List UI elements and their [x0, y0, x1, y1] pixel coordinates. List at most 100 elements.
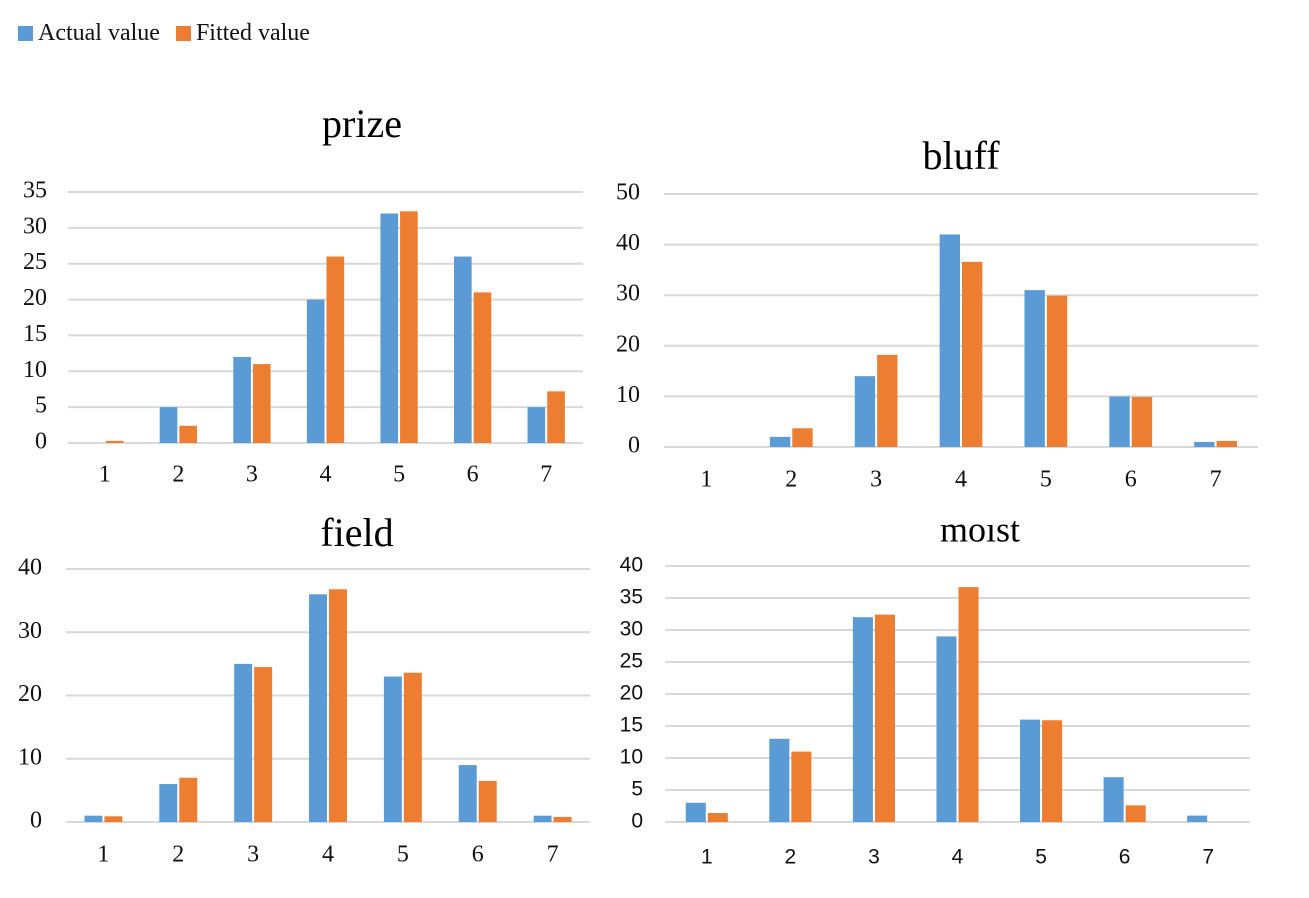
actual-bar-3	[854, 376, 876, 447]
fitted-bar-1	[105, 440, 124, 443]
y-tick-label: 0	[631, 810, 643, 833]
actual-bar-3	[234, 663, 253, 822]
y-tick-label: 5	[631, 778, 643, 801]
actual-bar-7	[527, 407, 546, 443]
fitted-bar-5	[400, 211, 418, 443]
actual-bar-2	[159, 784, 178, 822]
fitted-bar-4	[326, 256, 345, 443]
x-tick-label: 3	[247, 842, 259, 868]
fitted-bar-2	[179, 777, 198, 822]
y-tick-label: 30	[616, 281, 640, 307]
y-tick-label: 30	[23, 213, 47, 239]
fitted-bar-2	[792, 428, 813, 447]
actual-bar-2	[159, 407, 178, 443]
actual-bar-4	[309, 594, 327, 822]
fitted-bar-4	[329, 589, 347, 822]
x-tick-label: 3	[246, 462, 258, 488]
y-tick-label: 20	[23, 285, 47, 311]
fitted-bar-6	[1125, 805, 1146, 822]
actual-bar-3	[233, 356, 251, 443]
x-tick-label: 5	[1035, 846, 1047, 869]
fitted-bar-5	[1042, 720, 1063, 822]
y-tick-label: 25	[23, 249, 47, 275]
x-tick-label: 7	[540, 462, 552, 488]
y-tick-label: 50	[616, 180, 640, 206]
y-tick-label: 20	[18, 681, 42, 707]
x-tick-label: 5	[397, 842, 409, 868]
x-tick-label: 4	[952, 846, 964, 869]
fitted-bar-7	[1216, 440, 1237, 447]
x-tick-label: 2	[172, 842, 184, 868]
y-tick-label: 35	[620, 586, 643, 609]
actual-bar-5	[380, 213, 399, 443]
actual-bar-5	[1020, 719, 1041, 822]
y-tick-label: 40	[616, 230, 640, 256]
legend-actual-label: Actual value	[38, 20, 160, 46]
x-tick-label: 4	[955, 467, 967, 493]
legend-item-fitted: Fitted value	[175, 20, 310, 47]
y-tick-label: 20	[620, 682, 643, 705]
y-tick-label: 30	[620, 618, 643, 641]
x-tick-label: 6	[1119, 846, 1131, 869]
y-tick-label: 10	[616, 382, 640, 408]
chart-moıst: moıst 0 5 10 15 20 25 30 35 40 1 2 3 4 5 6 7	[620, 509, 1250, 869]
fitted-bar-3	[874, 614, 895, 822]
actual-bar-7	[1194, 441, 1215, 447]
actual-bar-5	[1024, 290, 1045, 447]
actual-bar-2	[769, 436, 791, 447]
x-tick-label: 7	[547, 842, 559, 868]
fitted-bar-7	[547, 391, 565, 443]
legend: Actual value Fitted value	[18, 20, 326, 47]
fitted-bar-6	[478, 780, 497, 822]
y-tick-label: 15	[620, 714, 643, 737]
y-tick-label: 35	[23, 178, 47, 204]
fitted-bar-6	[473, 292, 492, 443]
y-tick-label: 40	[620, 554, 643, 577]
actual-bar-4	[306, 299, 325, 443]
fitted-bar-2	[791, 751, 812, 822]
fitted-bar-5	[1046, 295, 1068, 447]
x-tick-label: 2	[172, 462, 184, 488]
y-tick-label: 10	[18, 744, 42, 770]
chart-title: field	[320, 510, 393, 555]
x-tick-label: 6	[472, 842, 484, 868]
y-tick-label: 25	[620, 650, 643, 673]
y-tick-label: 40	[18, 555, 42, 581]
chart-field: field 0 10 20 30 40 1 2 3 4 5 6 7	[18, 510, 590, 868]
actual-bar-5	[383, 676, 402, 822]
actual-value-swatch	[18, 26, 33, 41]
actual-bar-7	[533, 815, 552, 822]
actual-bar-6	[1103, 777, 1124, 822]
x-tick-label: 3	[868, 846, 880, 869]
y-tick-label: 0	[30, 808, 42, 834]
x-tick-label: 2	[785, 467, 797, 493]
actual-bar-4	[936, 636, 957, 822]
chart-title: moıst	[940, 509, 1020, 549]
x-tick-label: 3	[870, 467, 882, 493]
legend-item-actual: Actual value	[18, 20, 160, 47]
chart-prize: prize 0 5 10 15 20 25 30 35 1 2 3 4 5 6 7	[23, 101, 583, 488]
x-tick-label: 4	[320, 462, 332, 488]
y-tick-label: 15	[23, 321, 47, 347]
actual-bar-6	[453, 256, 472, 443]
x-tick-label: 5	[393, 462, 405, 488]
fitted-bar-2	[179, 425, 198, 443]
fitted-bar-4	[962, 261, 983, 447]
x-tick-label: 6	[467, 462, 479, 488]
chart-bluff: bluff 0 10 20 30 40 50 1 2 3 4 5 6 7	[616, 133, 1258, 493]
chart-title: prize	[322, 101, 402, 146]
y-tick-label: 0	[35, 429, 47, 455]
x-tick-label: 2	[785, 846, 797, 869]
actual-bar-6	[458, 765, 477, 822]
actual-bar-3	[852, 617, 873, 822]
y-tick-label: 30	[18, 618, 42, 644]
y-tick-label: 0	[628, 433, 640, 459]
actual-bar-6	[1109, 396, 1130, 447]
legend-fitted-label: Fitted value	[195, 20, 310, 46]
x-tick-label: 6	[1125, 467, 1137, 493]
fitted-bar-1	[104, 816, 123, 822]
chart-title: bluff	[922, 133, 1000, 178]
fitted-bar-7	[553, 816, 572, 822]
y-tick-label: 5	[35, 393, 47, 419]
